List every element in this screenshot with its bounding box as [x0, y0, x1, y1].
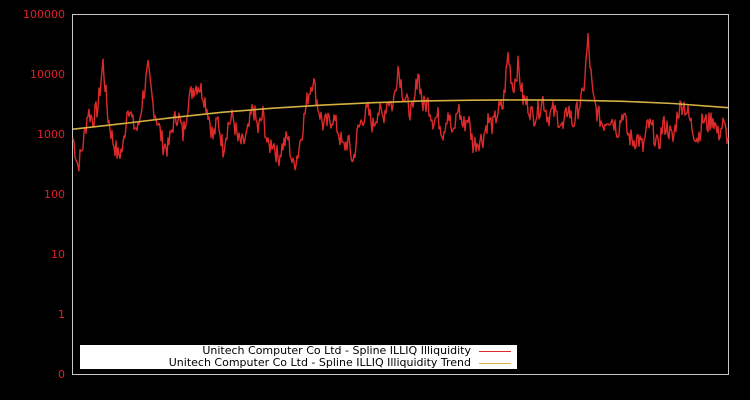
legend-swatch-gold — [479, 362, 511, 364]
plot-frame — [72, 14, 729, 375]
y-tick-label: 10 — [51, 248, 65, 261]
legend-item-illiquidity: Unitech Computer Co Ltd - Spline ILLIQ I… — [202, 345, 517, 357]
legend-swatch-red — [479, 350, 511, 352]
legend: Unitech Computer Co Ltd - Spline ILLIQ I… — [80, 345, 517, 369]
illiquidity-trend-series — [72, 99, 729, 130]
y-tick-label: 100000 — [23, 8, 65, 21]
y-tick-label: 0 — [58, 368, 65, 381]
legend-item-trend: Unitech Computer Co Ltd - Spline ILLIQ I… — [169, 357, 517, 369]
illiquidity-series — [72, 32, 729, 172]
y-tick-label: 1000 — [37, 128, 65, 141]
y-tick-label: 1 — [58, 308, 65, 321]
y-tick-label: 10000 — [30, 68, 65, 81]
legend-label: Unitech Computer Co Ltd - Spline ILLIQ I… — [202, 344, 471, 357]
legend-label: Unitech Computer Co Ltd - Spline ILLIQ I… — [168, 356, 471, 369]
y-tick-label: 100 — [44, 188, 65, 201]
